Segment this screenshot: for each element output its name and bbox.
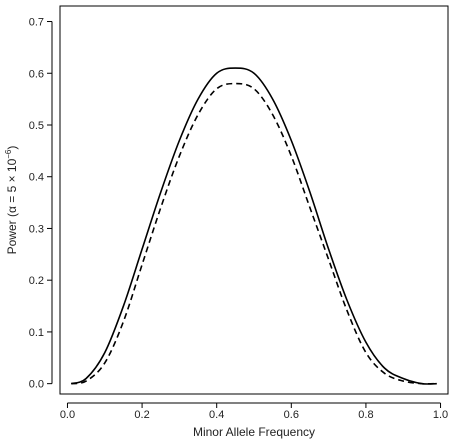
y-axis-title-alpha: α <box>5 206 19 213</box>
x-tick-label: 0.4 <box>209 409 224 421</box>
plot-frame <box>59 5 449 395</box>
x-tick-label: 0.0 <box>60 409 75 421</box>
y-tick-label: 0.1 <box>29 327 44 339</box>
series-layer <box>70 67 437 385</box>
y-axis: 0.0 0.1 0.2 0.3 0.4 0.5 0.6 0.7 <box>29 17 53 391</box>
y-tick-label: 0.4 <box>29 172 44 184</box>
y-tick-label: 0.6 <box>29 68 44 80</box>
x-tick-label: 1.0 <box>433 409 448 421</box>
y-tick-label: 0.0 <box>29 379 44 391</box>
x-tick-label: 0.6 <box>284 409 299 421</box>
y-axis-title: Power (α = 5 × 10−6) <box>4 146 19 255</box>
y-axis-title-exp: −6 <box>4 149 13 159</box>
series-line-1-solid <box>70 67 437 385</box>
x-tick-label: 0.2 <box>134 409 149 421</box>
x-axis-title: Minor Allele Frequency <box>193 425 315 439</box>
x-axis: 0.0 0.2 0.4 0.6 0.8 1.0 <box>60 402 448 421</box>
y-axis-title-suffix: ) <box>5 146 19 150</box>
x-tick-label: 0.8 <box>358 409 373 421</box>
series-line-2-dashed <box>71 82 437 385</box>
y-axis-title-eq: = 5 × 10 <box>5 158 19 206</box>
y-tick-label: 0.3 <box>29 223 44 235</box>
y-tick-label: 0.2 <box>29 275 44 287</box>
y-axis-title-prefix: Power ( <box>5 213 19 254</box>
y-tick-label: 0.7 <box>29 17 44 29</box>
y-tick-label: 0.5 <box>29 120 44 132</box>
